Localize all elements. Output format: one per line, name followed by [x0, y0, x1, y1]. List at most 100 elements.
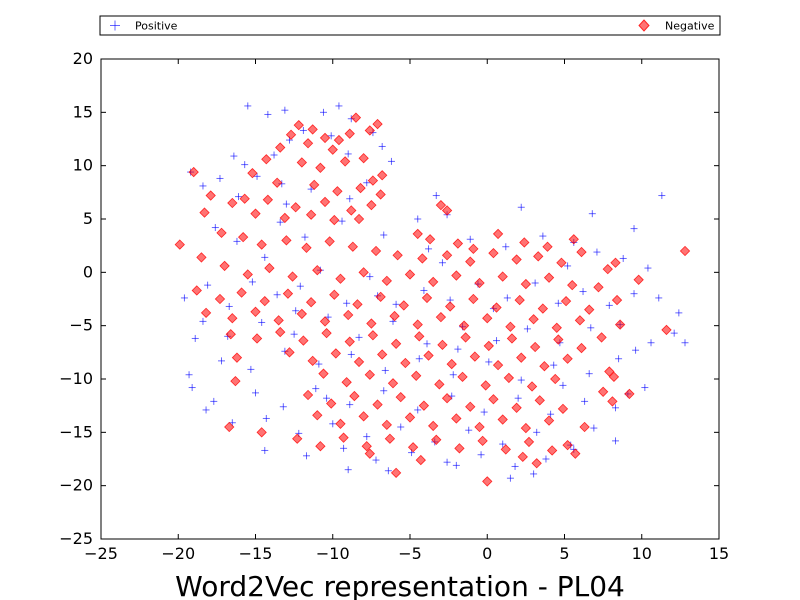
- negative-point: [597, 386, 609, 397]
- negative-point: [480, 380, 491, 391]
- y-tick-label: −5: [69, 316, 93, 335]
- negative-point: [523, 436, 535, 448]
- negative-point: [446, 358, 457, 370]
- negative-point: [375, 291, 386, 303]
- positive-point: [290, 330, 298, 338]
- negative-point: [562, 353, 573, 364]
- negative-point: [516, 352, 527, 363]
- negative-point: [500, 444, 511, 455]
- negative-point: [465, 256, 476, 267]
- negative-point: [607, 396, 618, 407]
- negative-point: [497, 414, 508, 425]
- positive-point: [465, 426, 473, 434]
- positive-point: [319, 108, 327, 116]
- negative-point: [364, 369, 375, 380]
- positive-point: [506, 474, 514, 482]
- negative-point: [412, 319, 423, 330]
- positive-point: [241, 161, 249, 169]
- positive-point: [670, 329, 678, 337]
- negative-point: [327, 144, 338, 155]
- x-axis: −25 −20 −15 −10 −5 0 5 10 15: [84, 59, 729, 563]
- positive-point: [587, 324, 595, 332]
- y-tick-label: 10: [73, 156, 93, 175]
- negative-point: [284, 347, 295, 358]
- positive-point: [225, 302, 233, 310]
- positive-point: [204, 281, 212, 289]
- negative-point: [421, 292, 433, 304]
- positive-point: [425, 245, 433, 253]
- negative-point: [343, 309, 354, 321]
- negative-point: [454, 443, 465, 454]
- positive-point: [588, 210, 596, 218]
- negative-point: [517, 451, 528, 463]
- positive-point: [579, 288, 587, 296]
- positive-point: [258, 318, 266, 326]
- negative-point: [227, 313, 238, 324]
- negative-point: [301, 242, 312, 253]
- negative-point: [271, 177, 283, 188]
- negative-point: [457, 371, 468, 383]
- negative-point: [387, 378, 399, 389]
- positive-point: [366, 273, 374, 281]
- positive-point: [641, 384, 649, 392]
- negative-point: [275, 326, 286, 338]
- negative-point: [415, 454, 426, 466]
- positive-point: [276, 218, 284, 226]
- legend-marker-negative: [638, 19, 650, 32]
- negative-point: [358, 267, 369, 278]
- negative-point: [370, 245, 382, 257]
- positive-point: [343, 299, 351, 307]
- negative-point: [333, 134, 345, 146]
- negative-point: [526, 381, 538, 392]
- positive-point: [296, 282, 304, 290]
- positive-point: [363, 179, 371, 187]
- negative-point: [367, 175, 379, 186]
- negative-point: [534, 395, 545, 406]
- positive-point: [675, 309, 683, 317]
- positive-point: [655, 294, 663, 302]
- negative-point: [441, 393, 453, 404]
- positive-point: [530, 470, 538, 478]
- negative-point: [191, 285, 202, 296]
- negative-point: [315, 441, 326, 452]
- negative-point: [319, 132, 331, 144]
- negative-point: [610, 257, 621, 268]
- positive-point: [542, 455, 550, 463]
- positive-point: [301, 233, 309, 241]
- negative-point: [511, 402, 522, 413]
- negative-point: [482, 476, 493, 487]
- negative-point: [318, 368, 329, 379]
- y-tick-label: −10: [59, 369, 93, 388]
- negative-point: [414, 331, 425, 342]
- negative-point: [298, 335, 309, 346]
- negative-point: [520, 278, 532, 290]
- negative-point: [315, 162, 326, 173]
- negative-point: [531, 458, 542, 469]
- negative-point: [312, 410, 323, 421]
- positive-point: [199, 182, 207, 190]
- positive-point: [329, 420, 337, 428]
- negative-point: [389, 310, 400, 322]
- positive-point: [281, 106, 289, 114]
- positive-point: [517, 203, 525, 211]
- negative-point: [305, 297, 317, 308]
- negative-point: [279, 212, 291, 224]
- positive-point: [216, 174, 224, 182]
- negative-point: [227, 197, 238, 209]
- negative-point: [614, 319, 626, 330]
- positive-point: [262, 414, 270, 422]
- negative-point: [377, 349, 388, 360]
- positive-point: [344, 466, 352, 474]
- negative-point: [366, 318, 377, 329]
- y-tick-label: 5: [83, 209, 93, 228]
- negative-point: [550, 373, 561, 385]
- negative-point: [584, 304, 595, 315]
- positive-point: [619, 254, 627, 262]
- negative-point: [506, 333, 518, 344]
- negative-point: [567, 279, 578, 291]
- positive-point: [423, 340, 431, 348]
- positive-point: [253, 172, 261, 180]
- negative-point: [404, 412, 416, 423]
- negative-point: [570, 448, 581, 459]
- negative-point: [349, 390, 360, 402]
